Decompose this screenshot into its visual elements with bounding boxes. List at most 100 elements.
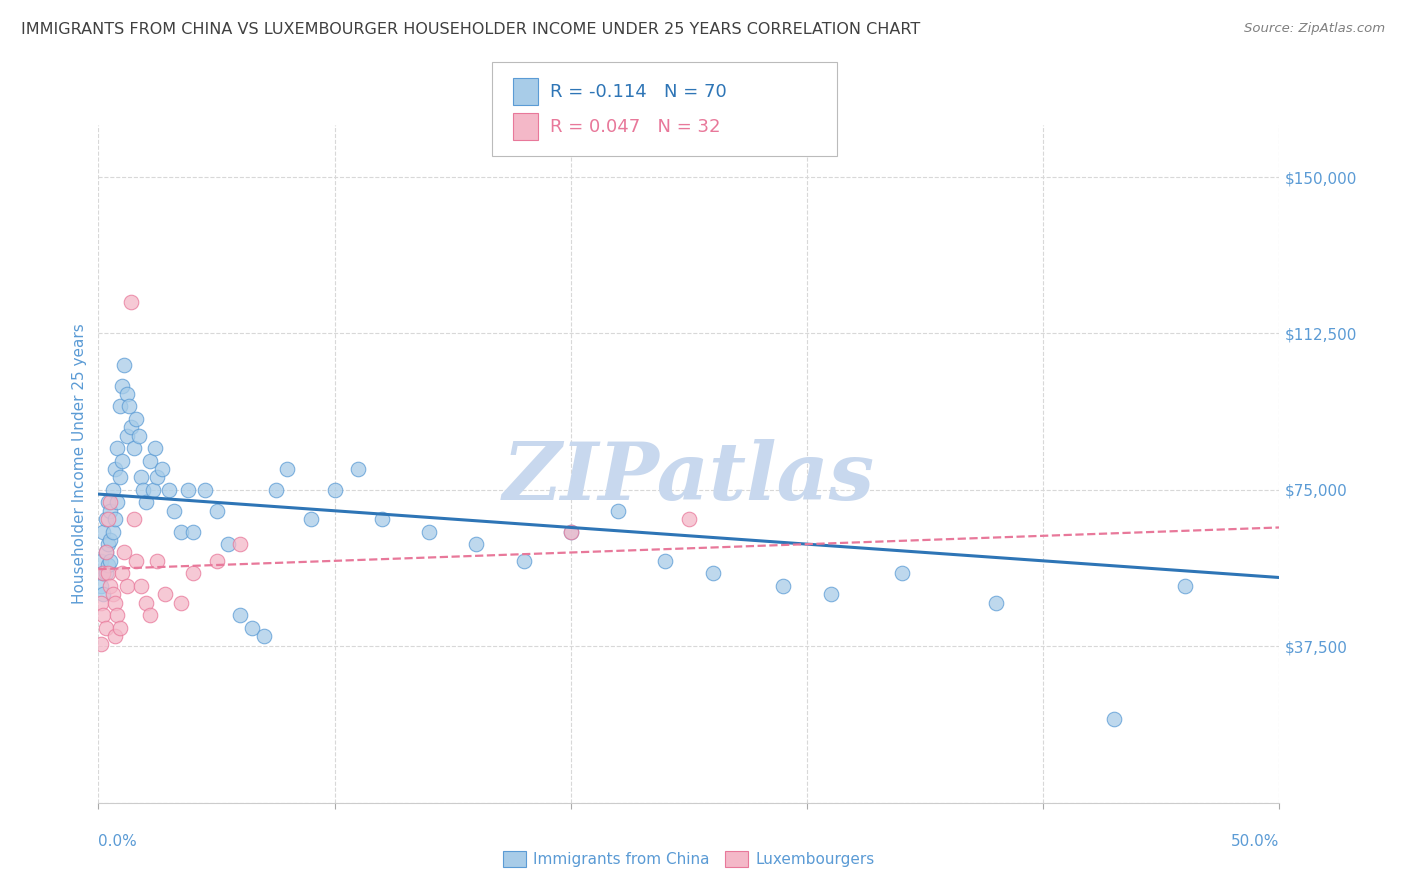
Point <box>654 554 676 568</box>
Point <box>181 566 204 581</box>
Point <box>104 462 127 476</box>
Point <box>91 566 114 581</box>
Point <box>98 504 121 518</box>
Point <box>1102 712 1125 726</box>
Point <box>139 608 162 623</box>
Legend: Immigrants from China, Luxembourgers: Immigrants from China, Luxembourgers <box>496 845 882 873</box>
Point <box>98 533 121 547</box>
Point <box>121 420 143 434</box>
Point <box>108 621 131 635</box>
Point <box>94 512 117 526</box>
Point <box>105 441 128 455</box>
Text: Source: ZipAtlas.com: Source: ZipAtlas.com <box>1244 22 1385 36</box>
Point <box>264 483 287 497</box>
Point <box>229 537 252 551</box>
Point <box>217 537 239 551</box>
Point <box>146 554 169 568</box>
Point <box>104 596 127 610</box>
Point <box>101 483 124 497</box>
Point <box>347 462 370 476</box>
Point <box>678 512 700 526</box>
Point <box>104 512 127 526</box>
Point <box>90 579 112 593</box>
Point <box>299 512 322 526</box>
Point <box>125 412 148 426</box>
Point <box>121 295 143 310</box>
Text: R = -0.114   N = 70: R = -0.114 N = 70 <box>550 83 727 101</box>
Y-axis label: Householder Income Under 25 years: Householder Income Under 25 years <box>72 324 87 604</box>
Point <box>90 596 112 610</box>
Point <box>101 524 124 539</box>
Point <box>820 587 842 601</box>
Point <box>177 483 200 497</box>
Point <box>118 400 141 414</box>
Point <box>772 579 794 593</box>
Point <box>142 483 165 497</box>
Text: IMMIGRANTS FROM CHINA VS LUXEMBOURGER HOUSEHOLDER INCOME UNDER 25 YEARS CORRELAT: IMMIGRANTS FROM CHINA VS LUXEMBOURGER HO… <box>21 22 921 37</box>
Point <box>465 537 488 551</box>
Point <box>98 554 121 568</box>
Point <box>194 483 217 497</box>
Point <box>104 629 127 643</box>
Point <box>105 608 128 623</box>
Point <box>560 524 582 539</box>
Point <box>181 524 204 539</box>
Point <box>115 579 138 593</box>
Point <box>157 483 180 497</box>
Point <box>143 441 166 455</box>
Point <box>153 587 176 601</box>
Point <box>94 545 117 559</box>
Point <box>146 470 169 484</box>
Point <box>240 621 263 635</box>
Point <box>163 504 186 518</box>
Point <box>91 524 114 539</box>
Point <box>97 512 120 526</box>
Point <box>323 483 346 497</box>
Text: 0.0%: 0.0% <box>98 834 138 849</box>
Point <box>90 637 112 651</box>
Point <box>98 579 121 593</box>
Point <box>91 587 114 601</box>
Point <box>128 428 150 442</box>
Point <box>205 554 228 568</box>
Point <box>139 453 162 467</box>
Point <box>97 566 120 581</box>
Point <box>108 400 131 414</box>
Point <box>97 537 120 551</box>
Point <box>90 554 112 568</box>
Point <box>111 378 134 392</box>
Point <box>560 524 582 539</box>
Point <box>122 512 145 526</box>
Point <box>418 524 440 539</box>
Point <box>115 428 138 442</box>
Point <box>94 566 117 581</box>
Point <box>97 495 120 509</box>
Point <box>108 470 131 484</box>
Point <box>111 566 134 581</box>
Point <box>125 554 148 568</box>
Point <box>276 462 298 476</box>
Point <box>91 608 114 623</box>
Point <box>115 387 138 401</box>
Point <box>512 554 534 568</box>
Point <box>890 566 912 581</box>
Point <box>129 579 152 593</box>
Point <box>607 504 630 518</box>
Point <box>702 566 724 581</box>
Point <box>101 587 124 601</box>
Point <box>105 495 128 509</box>
Point <box>122 441 145 455</box>
Point <box>205 504 228 518</box>
Point <box>150 462 173 476</box>
Point <box>98 495 121 509</box>
Text: ZIPatlas: ZIPatlas <box>503 439 875 516</box>
Point <box>1174 579 1197 593</box>
Point <box>135 596 157 610</box>
Point <box>129 470 152 484</box>
Point <box>111 453 134 467</box>
Point <box>253 629 276 643</box>
Point <box>229 608 252 623</box>
Point <box>170 596 193 610</box>
Point <box>112 358 135 372</box>
Point <box>170 524 193 539</box>
